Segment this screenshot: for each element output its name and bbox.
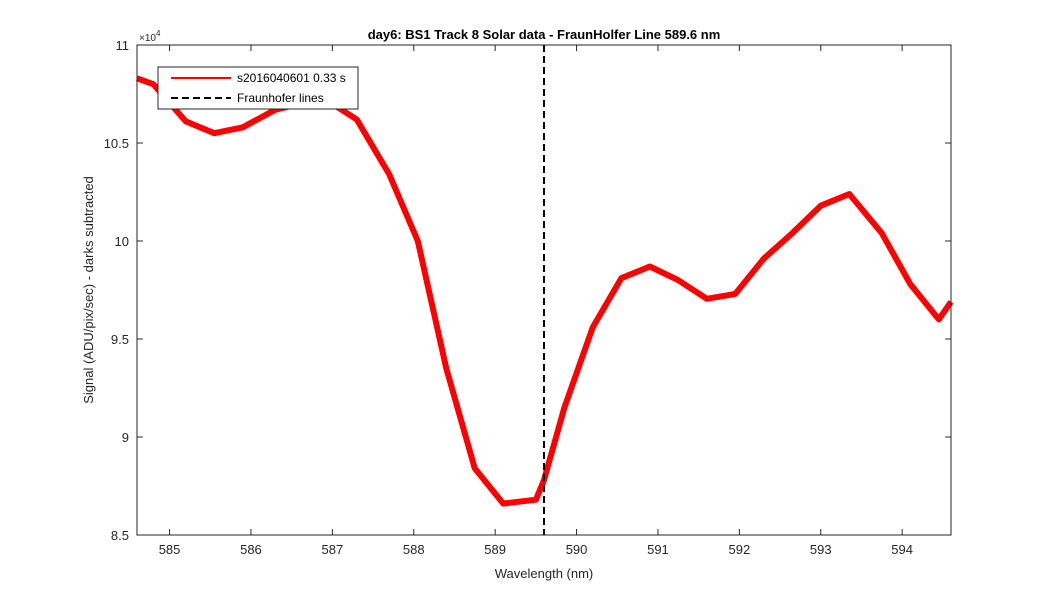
tick-layer: 585 586 587 588 589 590 591 592 593 594 8.5 9 9.5 10 1… <box>104 38 951 557</box>
x-tick-label: 593 <box>810 542 832 557</box>
x-tick-label: 594 <box>891 542 913 557</box>
x-tick-label: 587 <box>322 542 344 557</box>
axes-box <box>136 44 952 536</box>
legend-label-fraunhofer: Fraunhofer lines <box>237 91 324 105</box>
legend: s2016040601 0.33 s Fraunhofer lines <box>157 66 359 110</box>
x-tick-label: 585 <box>159 542 181 557</box>
x-tick-label: 589 <box>484 542 506 557</box>
y-tick-label: 8.5 <box>111 528 129 543</box>
x-tick-label: 591 <box>647 542 669 557</box>
y-tick-label: 11 <box>116 38 130 53</box>
y-exponent-power: 4 <box>156 29 161 38</box>
x-tick-label: 590 <box>566 542 588 557</box>
x-tick-label: 586 <box>240 542 262 557</box>
x-tick-label: 588 <box>403 542 425 557</box>
legend-label-signal: s2016040601 0.33 s <box>237 71 346 85</box>
y-tick-label: 9.5 <box>111 332 129 347</box>
y-tick-label: 9 <box>122 430 129 445</box>
y-axis-label: Signal (ADU/pix/sec) - darks subtracted <box>81 176 96 404</box>
y-tick-label: 10 <box>115 234 129 249</box>
y-tick-label: 10.5 <box>104 136 129 151</box>
y-exponent-label: ×104 <box>139 29 161 44</box>
data-layer <box>135 45 954 535</box>
legend-box <box>157 66 359 110</box>
chart-title: day6: BS1 Track 8 Solar data - FraunHolf… <box>368 27 721 42</box>
x-tick-label: 592 <box>729 542 751 557</box>
x-axis-label: Wavelength (nm) <box>495 566 594 581</box>
y-exponent-base: ×10 <box>139 33 156 44</box>
